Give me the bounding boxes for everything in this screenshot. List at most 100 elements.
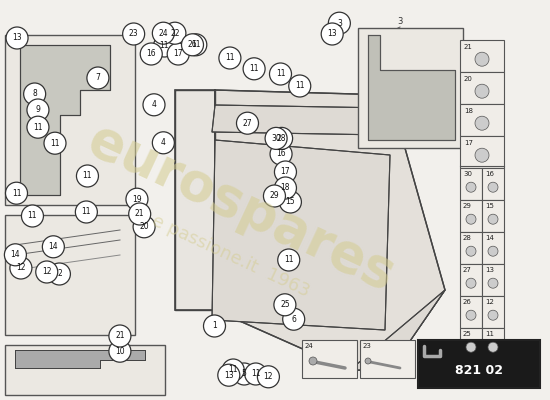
Text: 14: 14 <box>10 250 20 259</box>
Text: 23: 23 <box>363 343 372 349</box>
Circle shape <box>76 165 98 187</box>
Bar <box>460 264 482 296</box>
Text: 25: 25 <box>280 300 290 309</box>
Text: 7: 7 <box>96 74 100 82</box>
Text: 30: 30 <box>271 134 281 143</box>
Text: 21: 21 <box>464 44 473 50</box>
Circle shape <box>109 325 131 347</box>
Circle shape <box>243 58 265 80</box>
Text: 21: 21 <box>115 332 125 340</box>
Circle shape <box>488 246 498 256</box>
Circle shape <box>44 132 66 154</box>
Circle shape <box>309 357 317 365</box>
Circle shape <box>289 75 311 97</box>
Circle shape <box>219 47 241 69</box>
Text: 28: 28 <box>463 235 472 241</box>
Circle shape <box>488 182 498 192</box>
Text: 17: 17 <box>173 50 183 58</box>
Circle shape <box>488 342 498 352</box>
Text: 11: 11 <box>12 189 21 198</box>
Bar <box>358 28 463 148</box>
Circle shape <box>129 203 151 225</box>
Circle shape <box>488 278 498 288</box>
Text: 11: 11 <box>251 370 261 378</box>
Circle shape <box>245 363 267 385</box>
Circle shape <box>6 182 28 204</box>
Bar <box>460 200 482 232</box>
Circle shape <box>24 83 46 105</box>
Bar <box>460 168 482 200</box>
Text: 9: 9 <box>36 106 40 114</box>
Circle shape <box>328 12 350 34</box>
Text: 18: 18 <box>464 108 473 114</box>
Circle shape <box>466 310 476 320</box>
Circle shape <box>274 161 296 183</box>
Text: 10: 10 <box>115 347 125 356</box>
Circle shape <box>475 52 489 66</box>
Text: 29: 29 <box>463 203 472 209</box>
Circle shape <box>466 214 476 224</box>
Text: 28: 28 <box>277 134 287 143</box>
Circle shape <box>182 34 204 56</box>
Text: 13: 13 <box>12 34 22 42</box>
Text: 13: 13 <box>327 30 337 38</box>
Circle shape <box>233 363 255 385</box>
Circle shape <box>466 278 476 288</box>
Bar <box>460 40 504 72</box>
Circle shape <box>271 127 293 149</box>
Bar <box>460 328 482 360</box>
Bar <box>482 328 504 360</box>
Circle shape <box>6 27 28 49</box>
Circle shape <box>283 308 305 330</box>
Text: 14: 14 <box>48 242 58 251</box>
Text: 15: 15 <box>285 198 295 206</box>
Text: 11: 11 <box>82 172 92 180</box>
Text: 17: 17 <box>280 168 290 176</box>
Bar <box>5 345 165 395</box>
Circle shape <box>75 201 97 223</box>
Circle shape <box>36 261 58 283</box>
Text: 11: 11 <box>33 123 43 132</box>
Text: 11: 11 <box>228 366 238 374</box>
Text: 8: 8 <box>32 90 37 98</box>
Circle shape <box>204 315 226 337</box>
Circle shape <box>27 99 49 121</box>
Bar <box>482 168 504 200</box>
Text: 24: 24 <box>158 29 168 38</box>
Circle shape <box>274 177 296 199</box>
Circle shape <box>218 364 240 386</box>
Text: 12: 12 <box>16 264 26 272</box>
Circle shape <box>42 236 64 258</box>
Text: 22: 22 <box>170 29 180 38</box>
Circle shape <box>488 214 498 224</box>
Bar <box>460 72 504 104</box>
Text: 21: 21 <box>135 210 145 218</box>
Text: 11: 11 <box>50 139 60 148</box>
Polygon shape <box>212 140 390 330</box>
Bar <box>302 340 357 378</box>
Circle shape <box>222 359 244 381</box>
Polygon shape <box>175 90 215 310</box>
Polygon shape <box>368 35 455 140</box>
Bar <box>482 232 504 264</box>
Circle shape <box>143 94 165 116</box>
Circle shape <box>278 249 300 271</box>
Circle shape <box>140 43 162 65</box>
Text: 11: 11 <box>485 331 494 337</box>
Circle shape <box>270 143 292 165</box>
Circle shape <box>87 67 109 89</box>
Text: 26: 26 <box>188 40 197 49</box>
Text: 11: 11 <box>81 208 91 216</box>
Text: 2: 2 <box>57 270 62 278</box>
Text: 16: 16 <box>276 150 286 158</box>
Circle shape <box>274 294 296 316</box>
Text: 1: 1 <box>212 322 217 330</box>
Circle shape <box>257 366 279 388</box>
Text: 11: 11 <box>160 42 169 50</box>
Circle shape <box>123 23 145 45</box>
Circle shape <box>152 132 174 154</box>
Text: 19: 19 <box>132 195 142 204</box>
Circle shape <box>321 23 343 45</box>
Text: 3: 3 <box>337 19 342 28</box>
Circle shape <box>488 310 498 320</box>
